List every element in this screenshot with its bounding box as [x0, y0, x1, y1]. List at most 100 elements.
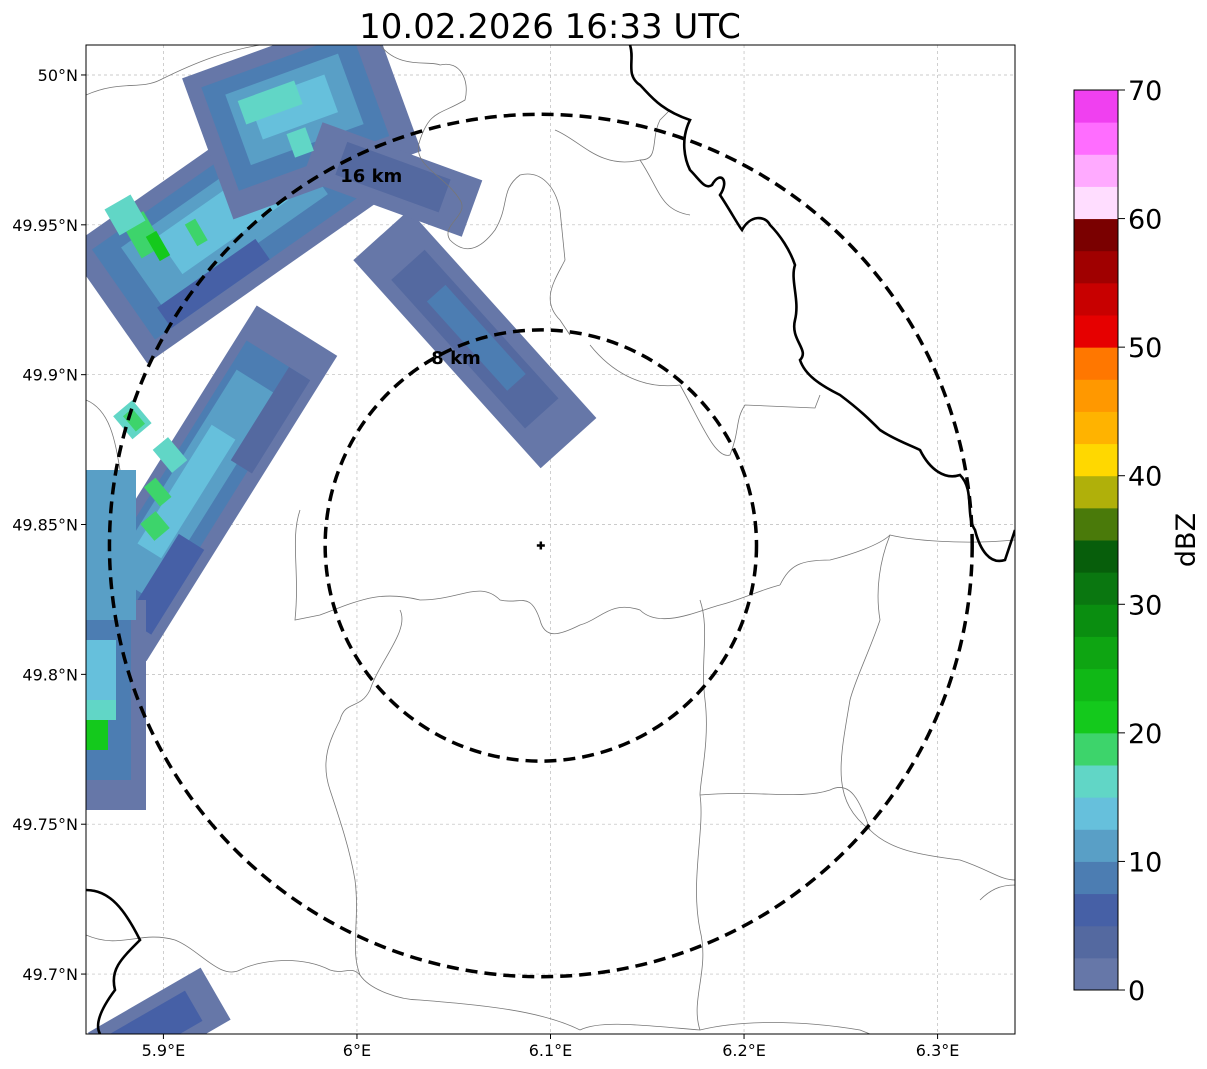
colorbar-swatch: [1074, 572, 1118, 605]
colorbar-swatch: [1074, 411, 1118, 445]
echo-cell: [157, 238, 270, 329]
echo-cell: [140, 511, 170, 541]
echo-cell: [86, 640, 116, 700]
colorbar-ticks: 0 10 20 30 40 50 60 70: [1118, 76, 1162, 1007]
colorbar-tick-label: 70: [1128, 76, 1162, 107]
colorbar-tick-label: 40: [1128, 462, 1162, 493]
gridlines: [86, 45, 1015, 1034]
colorbar-swatch: [1074, 347, 1118, 380]
colorbar-swatch: [1074, 154, 1118, 187]
colorbar-swatch: [1074, 957, 1118, 991]
longitude-ticks: 5.9°E 6°E 6.1°E 6.2°E 6.3°E: [142, 1034, 960, 1060]
border-line: [979, 884, 1015, 901]
colorbar-swatch: [1074, 765, 1118, 798]
range-ring-8km: [323, 328, 759, 763]
colorbar-swatch: [1074, 122, 1118, 155]
border-line: [696, 599, 707, 1031]
colorbar-swatch: [1074, 540, 1118, 573]
colorbar-swatch: [1074, 700, 1118, 734]
colorbar-swatch: [1074, 186, 1118, 220]
echo-cell: [107, 990, 203, 1034]
colorbar-swatch: [1074, 250, 1118, 284]
latitude-ticks: 50°N 49.95°N 49.9°N 49.85°N 49.8°N 49.75°N 49.…: [12, 66, 86, 984]
echo-cell: [86, 720, 108, 750]
figure-title: 10.02.2026 16:33 UTC: [359, 7, 741, 47]
colorbar-tick-label: 50: [1128, 333, 1162, 364]
national-borders: [86, 45, 1015, 1034]
echo-cell: [230, 366, 311, 474]
range-ring-labels: 8 km 16 km: [340, 166, 481, 369]
border-line: [86, 45, 261, 96]
y-tick-label: 50°N: [38, 66, 78, 85]
border-line: [628, 45, 1015, 563]
y-tick-label: 49.95°N: [12, 216, 78, 235]
colorbar-swatch: [1074, 475, 1118, 509]
border-line: [379, 45, 571, 336]
x-tick-label: 6.2°E: [722, 1041, 766, 1060]
border-line: [699, 787, 871, 831]
echo-cell: [335, 141, 451, 213]
map-area: 8 km 16 km 5.9°E 6°E 6.1°E 6.2°E 6.3°E 50°N 49…: [12, 44, 1016, 1060]
border-line: [86, 888, 142, 1034]
border-line: [840, 534, 1015, 881]
y-tick-label: 49.7°N: [22, 965, 78, 984]
border-line: [779, 534, 1015, 586]
colorbar-tick-label: 10: [1128, 847, 1162, 878]
colorbar-frame: [1073, 89, 1119, 991]
range-ring-16km: [107, 112, 974, 979]
x-tick-label: 6°E: [343, 1041, 371, 1060]
colorbar-swatch: [1074, 829, 1118, 862]
colorbar-swatches: [1074, 90, 1118, 991]
x-tick-label: 5.9°E: [142, 1041, 186, 1060]
colorbar-swatch: [1074, 636, 1118, 670]
range-ring-label: 16 km: [340, 166, 402, 187]
radar-reflectivity: [86, 45, 597, 1034]
echo-cell: [143, 477, 172, 507]
colorbar-swatch: [1074, 925, 1118, 959]
border-line: [554, 109, 671, 163]
colorbar-swatch: [1074, 443, 1118, 477]
colorbar-swatch: [1074, 861, 1118, 895]
colorbar-label: dBZ: [1171, 513, 1202, 567]
echo-cell: [152, 437, 188, 473]
administrative-borders: [86, 45, 1015, 1034]
colorbar-tick-label: 30: [1128, 590, 1162, 621]
range-ring-label: 8 km: [431, 348, 481, 369]
colorbar-swatch: [1074, 893, 1118, 927]
border-line: [579, 1022, 871, 1034]
colorbar: 0 10 20 30 40 50 60 70 dBZ: [1073, 76, 1202, 1007]
echo-cell: [286, 127, 314, 158]
border-line: [639, 159, 691, 216]
colorbar-tick-label: 0: [1128, 976, 1145, 1007]
echo-cell: [104, 194, 146, 236]
echo-cell: [86, 700, 116, 720]
colorbar-tick-label: 60: [1128, 205, 1162, 236]
echo-cell: [145, 230, 171, 262]
colorbar-swatch: [1074, 90, 1118, 123]
echo-cell: [426, 284, 526, 391]
echo-cell: [237, 80, 303, 125]
colorbar-swatch: [1074, 315, 1118, 348]
y-tick-label: 49.9°N: [22, 366, 78, 385]
y-tick-label: 49.85°N: [12, 516, 78, 535]
colorbar-tick-label: 20: [1128, 719, 1162, 750]
colorbar-swatch: [1074, 507, 1118, 541]
x-tick-label: 6.3°E: [916, 1041, 960, 1060]
y-tick-label: 49.75°N: [12, 815, 78, 834]
y-tick-label: 49.8°N: [22, 665, 78, 684]
colorbar-swatch: [1074, 379, 1118, 412]
colorbar-swatch: [1074, 604, 1118, 637]
border-line: [419, 999, 581, 1031]
colorbar-swatch: [1074, 282, 1118, 316]
colorbar-swatch: [1074, 668, 1118, 702]
radar-location-marker: [536, 541, 545, 550]
colorbar-swatch: [1074, 797, 1118, 830]
border-line: [294, 509, 781, 635]
range-rings: [107, 112, 974, 979]
border-line: [589, 344, 821, 456]
echo-cell: [184, 218, 208, 247]
colorbar-swatch: [1074, 218, 1118, 252]
colorbar-swatch: [1074, 732, 1118, 766]
border-line: [86, 399, 121, 471]
